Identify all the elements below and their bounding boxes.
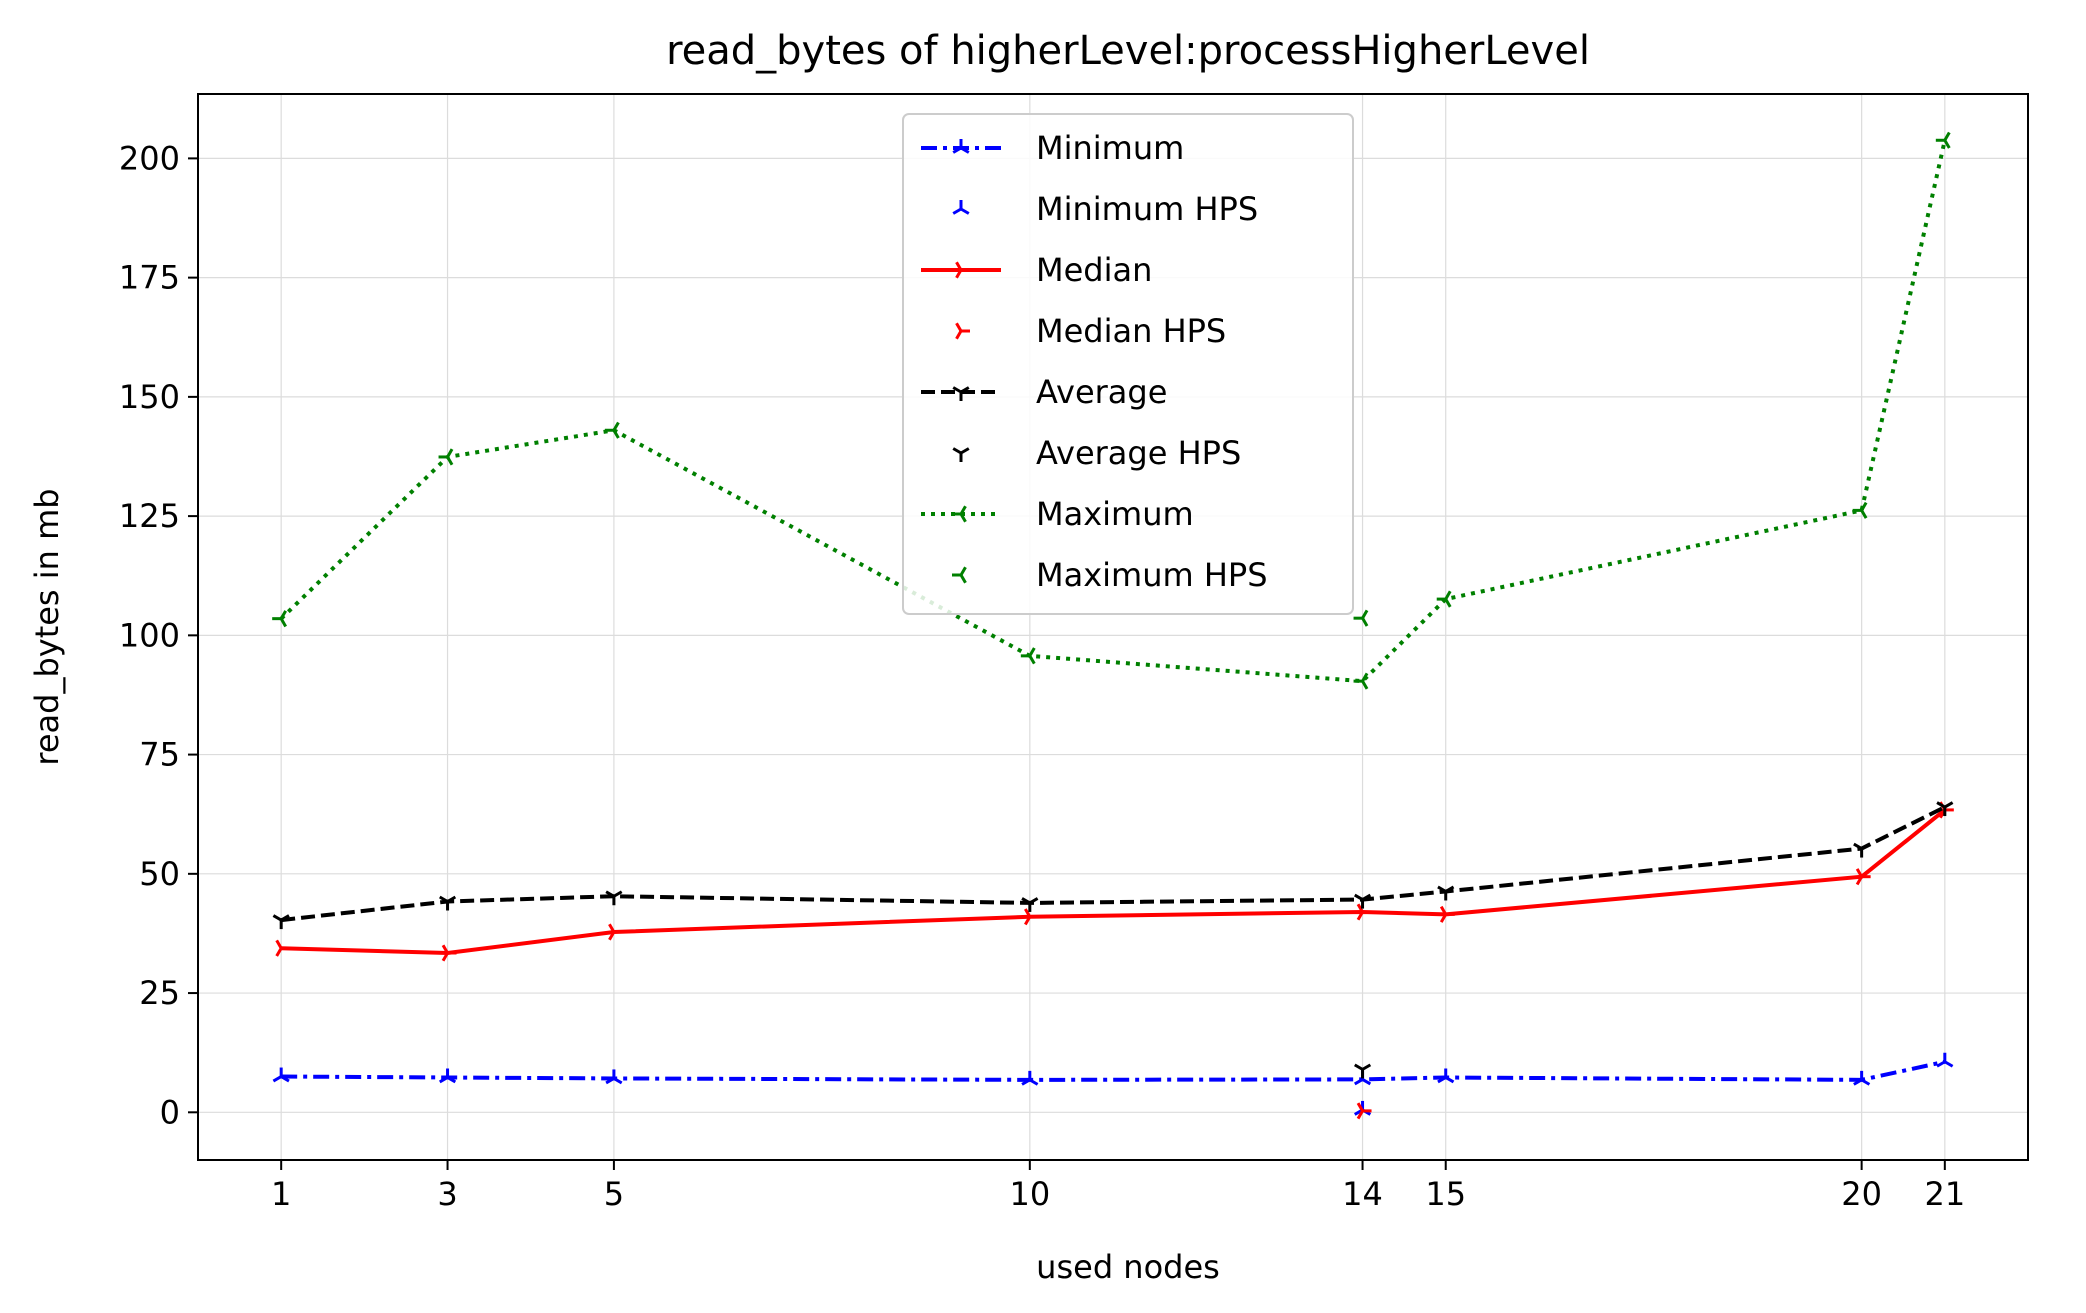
data-point-average <box>1354 893 1372 909</box>
legend-label: Minimum <box>1036 129 1184 167</box>
data-point-minimum <box>272 1067 290 1083</box>
legend-item-median: Median <box>921 251 1152 289</box>
series-line-maximum <box>279 139 1947 684</box>
y-tick-label: 125 <box>119 497 180 535</box>
legend-label: Average <box>1036 373 1167 411</box>
data-point-minimum <box>1021 1070 1039 1086</box>
series-minimum <box>272 1052 1954 1086</box>
data-point-average <box>439 895 457 911</box>
legend-label: Maximum HPS <box>1036 556 1268 594</box>
series-median-hps <box>1356 1102 1372 1120</box>
legend-marker <box>952 447 970 462</box>
data-point-average <box>1437 885 1455 901</box>
y-tick-label: 0 <box>160 1093 180 1131</box>
legend-marker <box>955 261 970 279</box>
x-tick-label: 1 <box>271 1175 291 1213</box>
legend-label: Median <box>1036 251 1152 289</box>
legend-item-average: Average <box>921 373 1167 411</box>
series-maximum-hps <box>1353 609 1369 627</box>
legend-item-maximum: Maximum <box>921 495 1194 533</box>
y-tick-label: 200 <box>119 139 180 177</box>
legend-item-minimum-hps: Minimum HPS <box>952 190 1258 228</box>
legend-label: Maximum <box>1036 495 1194 533</box>
axes: 1 3 5 10 14 15 20 21 0 25 50 75 100 125 150 175 200 <box>119 139 1965 1213</box>
series-layer <box>272 131 1954 1120</box>
data-point-maximum <box>272 610 287 628</box>
legend-item-maximum-hps: Maximum HPS <box>952 556 1268 594</box>
data-point-minimum <box>1853 1070 1871 1086</box>
data-point-median-hps <box>1356 1102 1372 1120</box>
x-axis-label: used nodes <box>1036 1248 1220 1286</box>
data-point-maximum <box>1020 647 1036 665</box>
legend-marker <box>952 200 970 215</box>
data-point-median <box>1439 905 1455 923</box>
x-tick-label: 3 <box>437 1175 457 1213</box>
legend-box <box>902 113 1354 615</box>
data-point-average <box>272 914 290 930</box>
series-maximum <box>272 131 1951 690</box>
series-average-hps <box>1354 1063 1372 1079</box>
data-point-median <box>1855 868 1871 886</box>
y-tick-label: 50 <box>139 855 180 893</box>
data-point-minimum <box>1437 1068 1455 1084</box>
series-line-minimum <box>281 1059 1946 1082</box>
data-point-median <box>1356 903 1372 921</box>
x-tick-label: 21 <box>1924 1175 1965 1213</box>
legend-item-minimum: Minimum <box>921 129 1184 167</box>
data-point-median <box>275 939 291 957</box>
data-point-average <box>1936 801 1954 817</box>
x-tick-label: 15 <box>1425 1175 1466 1213</box>
x-tick-label: 14 <box>1342 1175 1383 1213</box>
x-tick-label: 10 <box>1009 1175 1050 1213</box>
data-point-maximum <box>438 448 454 466</box>
x-tick-label: 5 <box>604 1175 624 1213</box>
y-tick-label: 175 <box>119 259 180 297</box>
legend-item-median-hps: Median HPS <box>955 312 1226 350</box>
legend-marker <box>952 566 967 584</box>
data-point-maximum <box>1935 131 1951 149</box>
series-line-median <box>281 808 1947 956</box>
data-point-median <box>608 923 623 941</box>
plot-frame <box>197 93 2029 1161</box>
data-point-average <box>1853 842 1871 858</box>
legend-marker <box>952 386 970 401</box>
legend-marker <box>955 322 970 340</box>
data-point-minimum <box>439 1068 457 1084</box>
series-average <box>272 801 1954 930</box>
legend-marker <box>952 505 967 523</box>
y-tick-label: 75 <box>139 736 180 774</box>
legend-item-average-hps: Average HPS <box>952 434 1241 472</box>
legend: Minimum Minimum HPS Median Median HPS Averag… <box>902 113 1354 615</box>
legend-label: Minimum HPS <box>1036 190 1258 228</box>
data-point-average <box>605 890 623 906</box>
x-tick-label: 20 <box>1841 1175 1882 1213</box>
legend-label: Median HPS <box>1036 312 1226 350</box>
y-tick-label: 150 <box>119 378 180 416</box>
legend-label: Average HPS <box>1036 434 1241 472</box>
data-point-minimum <box>1936 1052 1954 1068</box>
chart-title: read_bytes of higherLevel:processHigherL… <box>666 28 1590 74</box>
data-point-average-hps <box>1354 1063 1372 1079</box>
data-point-minimum <box>605 1069 623 1085</box>
data-point-median <box>1024 908 1039 926</box>
legend-marker <box>952 139 970 154</box>
data-point-maximum-hps <box>1353 609 1369 627</box>
y-axis-label: read_bytes in mb <box>28 488 66 765</box>
data-point-maximum <box>604 421 620 439</box>
data-point-maximum <box>1353 672 1369 690</box>
data-point-median <box>441 944 457 962</box>
data-point-average <box>1021 897 1039 912</box>
y-tick-label: 100 <box>119 616 180 654</box>
y-tick-label: 25 <box>139 974 180 1012</box>
data-point-maximum <box>1852 501 1868 519</box>
data-point-maximum <box>1436 590 1452 608</box>
